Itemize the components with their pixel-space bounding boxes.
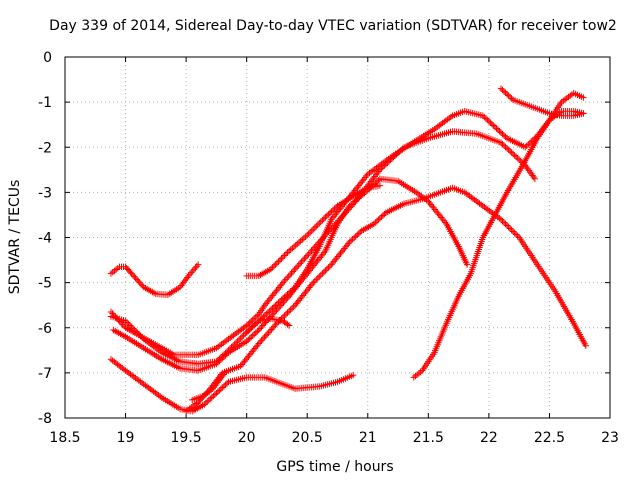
y-tick-label: -3 — [38, 185, 52, 201]
y-tick-labels: 0 -1 -2 -3 -4 -5 -6 -7 -8 — [38, 50, 52, 427]
series-s6 — [182, 184, 589, 415]
series-markers — [243, 182, 384, 280]
series-s7 — [189, 369, 229, 404]
x-tick-label: 18.5 — [49, 430, 80, 446]
series-markers — [107, 356, 357, 415]
series-s3 — [107, 108, 587, 368]
series-s4 — [110, 175, 471, 374]
series-markers — [110, 175, 471, 374]
series-s5 — [107, 356, 357, 415]
series-markers — [189, 369, 229, 404]
series-s9 — [243, 315, 293, 336]
x-tick-labels: 18.5 19 19.5 20 20.5 21 21.5 22 22.5 23 — [49, 430, 619, 446]
series-s11 — [497, 85, 587, 119]
y-axis-label: SDTVAR / TECUs — [7, 180, 23, 295]
chart-title: Day 339 of 2014, Sidereal Day-to-day VTE… — [49, 18, 617, 34]
axis-ticks — [64, 56, 611, 419]
x-tick-label: 22 — [480, 430, 498, 446]
series-markers — [497, 85, 587, 119]
series-markers — [410, 89, 587, 381]
x-tick-label: 19.5 — [171, 430, 202, 446]
series-markers — [107, 261, 202, 298]
grid — [65, 57, 610, 418]
y-tick-label: -5 — [38, 276, 52, 292]
x-axis-label: GPS time / hours — [276, 459, 393, 475]
x-tick-label: 19 — [117, 430, 135, 446]
series-markers — [243, 315, 293, 336]
x-tick-label: 20.5 — [292, 430, 323, 446]
y-tick-label: -6 — [38, 321, 52, 337]
y-tick-label: -2 — [38, 140, 52, 156]
series-markers — [107, 108, 587, 368]
series-markers — [182, 184, 589, 415]
series-s8 — [243, 182, 384, 280]
x-tick-label: 21.5 — [413, 430, 444, 446]
x-tick-label: 20 — [238, 430, 256, 446]
y-tick-label: 0 — [43, 50, 52, 66]
y-tick-label: -7 — [38, 366, 52, 382]
series-layer — [107, 85, 589, 415]
x-tick-label: 21 — [359, 430, 377, 446]
y-tick-label: -8 — [38, 411, 52, 427]
series-s10 — [410, 89, 587, 381]
x-tick-label: 22.5 — [534, 430, 565, 446]
series-s1 — [107, 261, 202, 298]
y-tick-label: -4 — [38, 231, 52, 247]
x-tick-label: 23 — [601, 430, 619, 446]
y-tick-label: -1 — [38, 95, 52, 111]
